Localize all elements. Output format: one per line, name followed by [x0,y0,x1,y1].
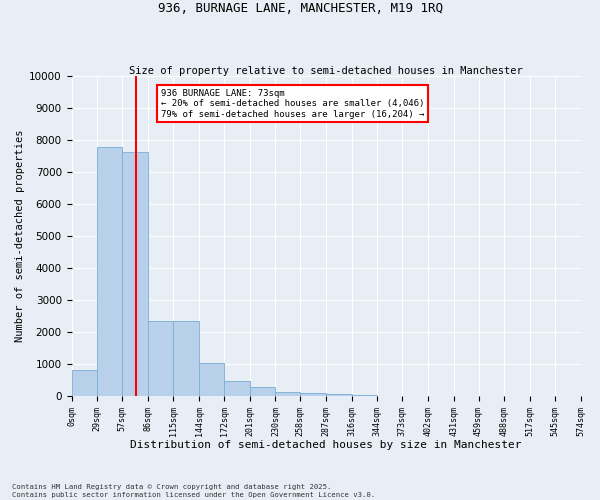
Bar [250,386,275,396]
X-axis label: Distribution of semi-detached houses by size in Manchester: Distribution of semi-detached houses by … [130,440,522,450]
Bar [173,320,199,396]
Bar [326,394,352,396]
Bar [199,363,224,396]
Bar [97,148,122,396]
Bar [275,392,300,396]
Bar [122,152,148,396]
Bar [71,370,97,396]
Text: 936, BURNAGE LANE, MANCHESTER, M19 1RQ: 936, BURNAGE LANE, MANCHESTER, M19 1RQ [157,2,443,16]
Bar [148,320,173,396]
Text: Contains HM Land Registry data © Crown copyright and database right 2025.
Contai: Contains HM Land Registry data © Crown c… [12,484,375,498]
Bar [224,382,250,396]
Y-axis label: Number of semi-detached properties: Number of semi-detached properties [15,130,25,342]
Bar [300,393,326,396]
Title: Size of property relative to semi-detached houses in Manchester: Size of property relative to semi-detach… [129,66,523,76]
Text: 936 BURNAGE LANE: 73sqm
← 20% of semi-detached houses are smaller (4,046)
79% of: 936 BURNAGE LANE: 73sqm ← 20% of semi-de… [161,89,424,119]
